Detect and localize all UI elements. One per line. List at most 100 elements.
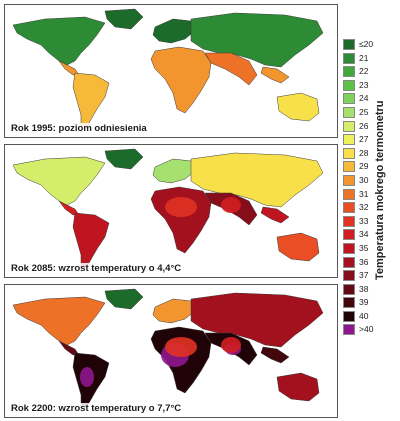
- legend-swatch: [343, 174, 355, 186]
- legend-label: >40: [359, 324, 374, 335]
- land-australia: [276, 92, 320, 122]
- legend-swatch: [343, 106, 355, 118]
- legend-item: 34: [343, 228, 375, 242]
- legend-title: Temperatura mokrego termometru: [374, 100, 386, 280]
- legend-label: 33: [359, 215, 369, 226]
- legend-label: 35: [359, 242, 369, 253]
- legend-swatch: [343, 242, 355, 254]
- legend-swatch: [343, 66, 355, 78]
- land-north-america: [12, 156, 106, 206]
- legend-swatch: [343, 283, 355, 295]
- land-southeast-asia: [260, 346, 290, 364]
- legend-item: 36: [343, 256, 375, 270]
- land-europe: [152, 298, 196, 324]
- legend-swatch: [343, 39, 355, 50]
- panel-caption-2200: Rok 2200: wzrost temperatury o 7,7°C: [9, 403, 184, 414]
- land-north-america: [12, 296, 106, 346]
- land-europe: [152, 158, 196, 184]
- world-map-2200: [5, 285, 337, 417]
- land-europe: [152, 18, 196, 44]
- legend-item: 25: [343, 106, 375, 120]
- legend-swatch: [343, 79, 355, 91]
- legend-label: 40: [359, 310, 369, 321]
- legend-label: 28: [359, 147, 369, 158]
- legend-label: 30: [359, 174, 369, 185]
- legend-label: ≤20: [359, 39, 374, 49]
- legend-label: 26: [359, 120, 369, 131]
- legend-swatch: [343, 324, 355, 336]
- panel-caption-1995: Rok 1995: poziom odniesienia: [9, 123, 149, 134]
- legend-item: 38: [343, 283, 375, 297]
- legend-label: 24: [359, 93, 369, 104]
- heat-hotspot: [221, 337, 241, 353]
- legend-item: 29: [343, 160, 375, 174]
- land-arabia-india: [204, 52, 258, 86]
- panel-caption-2085: Rok 2085: wzrost temperatury o 4,4°C: [9, 263, 184, 274]
- land-greenland: [104, 8, 144, 30]
- heat-hotspot: [165, 197, 197, 217]
- legend-label: 39: [359, 297, 369, 308]
- legend-label: 22: [359, 66, 369, 77]
- legend-label: 34: [359, 229, 369, 240]
- legend-item: 40: [343, 310, 375, 324]
- legend-item: 35: [343, 242, 375, 256]
- legend-item: 22: [343, 65, 375, 79]
- legend-label: 38: [359, 283, 369, 294]
- map-panel-2085: Rok 2085: wzrost temperatury o 4,4°C: [4, 144, 338, 278]
- land-north-america: [12, 16, 106, 66]
- legend-label: 25: [359, 106, 369, 117]
- legend-swatch: [343, 147, 355, 159]
- legend-label: 21: [359, 52, 369, 63]
- legend-swatch: [343, 52, 355, 64]
- land-southeast-asia: [260, 66, 290, 84]
- land-southeast-asia: [260, 206, 290, 224]
- legend-label: 27: [359, 134, 369, 145]
- land-australia: [276, 232, 320, 262]
- legend-item: >40: [343, 323, 375, 337]
- legend-item: 24: [343, 92, 375, 106]
- legend-item: 39: [343, 296, 375, 310]
- legend-label: 32: [359, 202, 369, 213]
- land-australia: [276, 372, 320, 402]
- legend-item: 30: [343, 174, 375, 188]
- heat-hotspot: [221, 197, 241, 213]
- legend-label: 37: [359, 270, 369, 281]
- legend-swatch: [343, 297, 355, 309]
- legend-item: 37: [343, 269, 375, 283]
- legend-item: 26: [343, 120, 375, 134]
- legend-item: 33: [343, 215, 375, 229]
- map-panel-2200: Rok 2200: wzrost temperatury o 7,7°C: [4, 284, 338, 418]
- legend-item: 32: [343, 201, 375, 215]
- land-africa: [150, 46, 212, 114]
- legend-swatch: [343, 256, 355, 268]
- legend-swatch: [343, 215, 355, 227]
- legend-item: 31: [343, 188, 375, 202]
- legend-swatch: [343, 134, 355, 146]
- land-greenland: [104, 288, 144, 310]
- legend-swatch: [343, 202, 355, 214]
- legend-swatch: [343, 93, 355, 105]
- legend-item: 21: [343, 52, 375, 66]
- color-legend: ≤20 21 22 23 24 25 26 27 28 29 30 31 32 33 34 35 36 37 38 3…: [343, 38, 375, 337]
- map-panel-1995: Rok 1995: poziom odniesienia: [4, 4, 338, 138]
- world-map-1995: [5, 5, 337, 137]
- world-map-2085: [5, 145, 337, 277]
- heat-hotspot: [80, 367, 94, 387]
- legend-label: 23: [359, 79, 369, 90]
- legend-item: ≤20: [343, 38, 375, 52]
- legend-swatch: [343, 229, 355, 241]
- land-africa: [150, 186, 212, 254]
- legend-label: 29: [359, 161, 369, 172]
- legend-swatch: [343, 188, 355, 200]
- heat-hotspot: [165, 337, 197, 357]
- land-greenland: [104, 148, 144, 170]
- legend-swatch: [343, 161, 355, 173]
- legend-item: 28: [343, 147, 375, 161]
- legend-item: 27: [343, 133, 375, 147]
- legend-item: 23: [343, 79, 375, 93]
- legend-swatch: [343, 270, 355, 282]
- legend-label: 31: [359, 188, 369, 199]
- legend-label: 36: [359, 256, 369, 267]
- map-panels: Rok 1995: poziom odniesienia Rok 2085: w…: [4, 4, 338, 418]
- legend-swatch: [343, 120, 355, 132]
